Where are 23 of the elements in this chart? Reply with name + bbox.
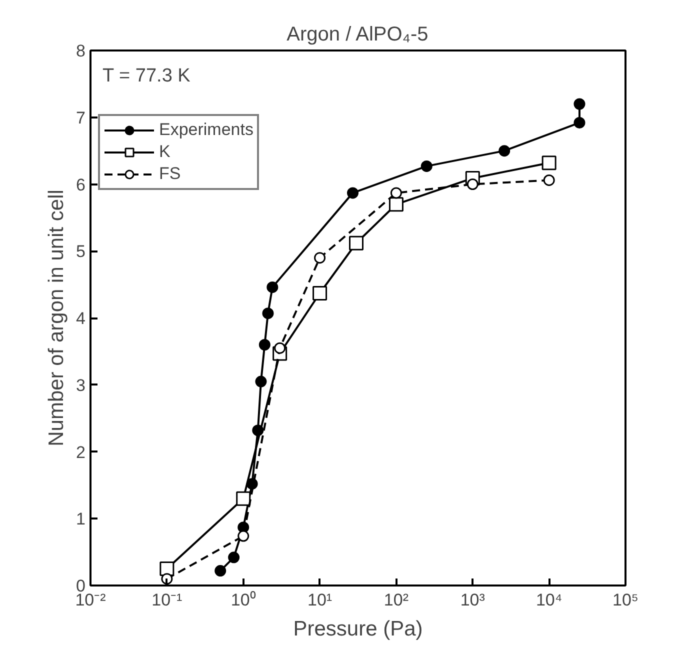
- y-tick-label: 2: [76, 442, 86, 462]
- annotation: T = 77.3 K: [102, 66, 191, 86]
- y-tick-label: 5: [76, 242, 86, 262]
- x-tick-label: 10²: [384, 590, 409, 610]
- chart-title: Argon / AlPO₄-5: [286, 24, 428, 46]
- x-tick-label: 10⁰: [230, 590, 256, 610]
- x-tick-label: 10⁴: [536, 590, 562, 610]
- y-tick-label: 6: [76, 175, 86, 194]
- x-tick-label: 10¹: [308, 590, 332, 610]
- y-tick-label: 8: [76, 42, 86, 60]
- y-tick-label: 3: [76, 376, 86, 395]
- legend-label: K: [159, 142, 172, 162]
- x-tick-label: 10³: [460, 590, 486, 610]
- y-tick-label: 1: [76, 510, 86, 529]
- legend-label: Experiments: [159, 120, 254, 140]
- y-tick-label: 7: [76, 108, 86, 128]
- x-tick-label: 10⁵: [612, 590, 638, 610]
- x-axis-title: Pressure (Pa): [293, 618, 423, 640]
- x-tick-label: 10⁻¹: [152, 590, 183, 610]
- x-tick-label: 10⁻²: [75, 590, 106, 610]
- y-tick-label: 4: [76, 309, 86, 328]
- y-axis-title: Number of argon in unit cell: [45, 190, 68, 446]
- legend-label: FS: [159, 164, 181, 184]
